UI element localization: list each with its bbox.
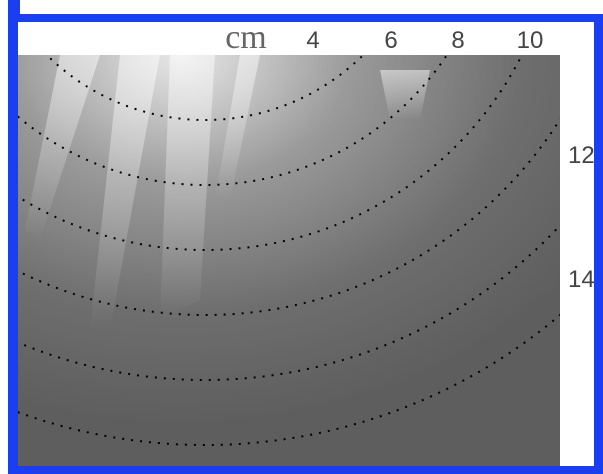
page: {"scale": {"unit": "cm", "top_labels": [… xyxy=(0,0,603,474)
depth-label: 10 xyxy=(517,27,544,54)
depth-label: 14 xyxy=(568,266,595,293)
scan xyxy=(0,0,603,466)
depth-label: 6 xyxy=(384,27,397,54)
depth-label: 8 xyxy=(451,27,464,54)
depth-label: 12 xyxy=(568,142,595,169)
frame-tab xyxy=(8,0,20,20)
ultrasound-view: cm 4 6 8 10 12 14 xyxy=(0,0,603,474)
depth-label: 4 xyxy=(306,27,319,54)
unit-label: cm xyxy=(225,19,267,56)
